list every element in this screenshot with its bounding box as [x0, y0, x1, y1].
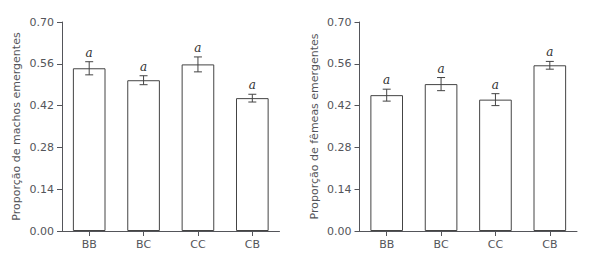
svg-text:a: a — [249, 78, 256, 92]
svg-text:Proporção de fêmeas emergentes: Proporção de fêmeas emergentes — [308, 33, 321, 219]
svg-text:0.14: 0.14 — [30, 183, 55, 196]
svg-text:0.00: 0.00 — [30, 225, 55, 238]
svg-text:Proporção de machos emergentes: Proporção de machos emergentes — [10, 32, 23, 221]
svg-text:0.42: 0.42 — [30, 99, 55, 112]
svg-text:BB: BB — [379, 238, 394, 251]
svg-text:BC: BC — [136, 238, 151, 251]
svg-text:a: a — [194, 41, 201, 55]
svg-text:0.28: 0.28 — [30, 141, 55, 154]
svg-text:CC: CC — [488, 238, 504, 251]
svg-text:0.28: 0.28 — [327, 141, 352, 154]
svg-text:0.70: 0.70 — [30, 16, 55, 29]
svg-text:a: a — [437, 62, 444, 76]
svg-text:BC: BC — [434, 238, 449, 251]
svg-text:0.70: 0.70 — [327, 16, 352, 29]
svg-text:0.56: 0.56 — [30, 57, 55, 70]
svg-text:0.56: 0.56 — [327, 57, 352, 70]
svg-text:a: a — [492, 78, 499, 92]
svg-text:a: a — [140, 60, 147, 74]
svg-text:0.42: 0.42 — [327, 99, 352, 112]
svg-text:0.14: 0.14 — [327, 183, 352, 196]
svg-text:0.00: 0.00 — [327, 225, 352, 238]
svg-text:a: a — [546, 45, 553, 59]
svg-text:CB: CB — [542, 238, 557, 251]
svg-text:a: a — [383, 73, 390, 87]
svg-text:BB: BB — [82, 238, 97, 251]
svg-text:CC: CC — [190, 238, 206, 251]
svg-text:a: a — [86, 46, 93, 60]
svg-text:CB: CB — [245, 238, 260, 251]
